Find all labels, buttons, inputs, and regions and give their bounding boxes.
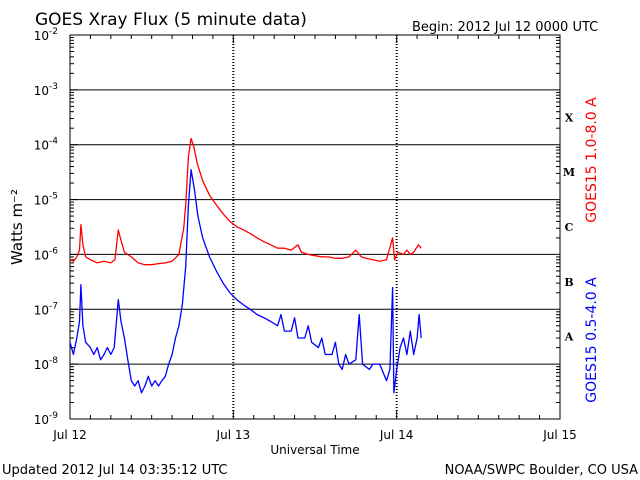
x-tick-label: Jul 13	[216, 428, 251, 442]
y-tick-label: 10-6	[34, 246, 59, 262]
y-tick-label: 10-2	[34, 27, 58, 43]
x-tick-label: Jul 12	[52, 428, 87, 442]
x-tick-label: Jul 14	[379, 428, 414, 442]
begin-timestamp: Begin: 2012 Jul 12 0000 UTC	[412, 20, 598, 35]
series-line-long-wavelength	[69, 137, 422, 266]
chart-title: GOES Xray Flux (5 minute data)	[35, 10, 307, 30]
x-tick-label: Jul 15	[542, 428, 577, 442]
data-series	[69, 137, 422, 394]
legend-series-red: GOES15 1.0-8.0 A	[584, 97, 600, 223]
y-tick-label: 10-8	[34, 356, 59, 372]
axis-ticks	[69, 34, 561, 420]
y-tick-label: 10-5	[34, 192, 58, 208]
y-axis-title: Watts m⁻²	[8, 189, 26, 265]
flare-class-label: B	[564, 276, 573, 289]
source-credit: NOAA/SWPC Boulder, CO USA	[445, 463, 638, 478]
flare-class-label: M	[563, 166, 575, 179]
flare-class-label: A	[564, 331, 574, 344]
y-tick-label: 10-7	[34, 301, 58, 317]
series-line-short-wavelength	[69, 169, 422, 394]
updated-timestamp: Updated 2012 Jul 14 03:35:12 UTC	[2, 463, 227, 478]
plot-frame	[69, 34, 561, 420]
flare-class-label: X	[565, 111, 574, 124]
x-axis-title: Universal Time	[270, 443, 359, 457]
y-tick-label: 10-4	[34, 137, 59, 153]
grid-lines	[70, 35, 560, 419]
legend-series-blue: GOES15 0.5-4.0 A	[584, 277, 600, 403]
y-tick-label: 10-3	[34, 82, 58, 98]
y-tick-label: 10-9	[34, 411, 59, 427]
flare-class-label: C	[565, 221, 574, 234]
